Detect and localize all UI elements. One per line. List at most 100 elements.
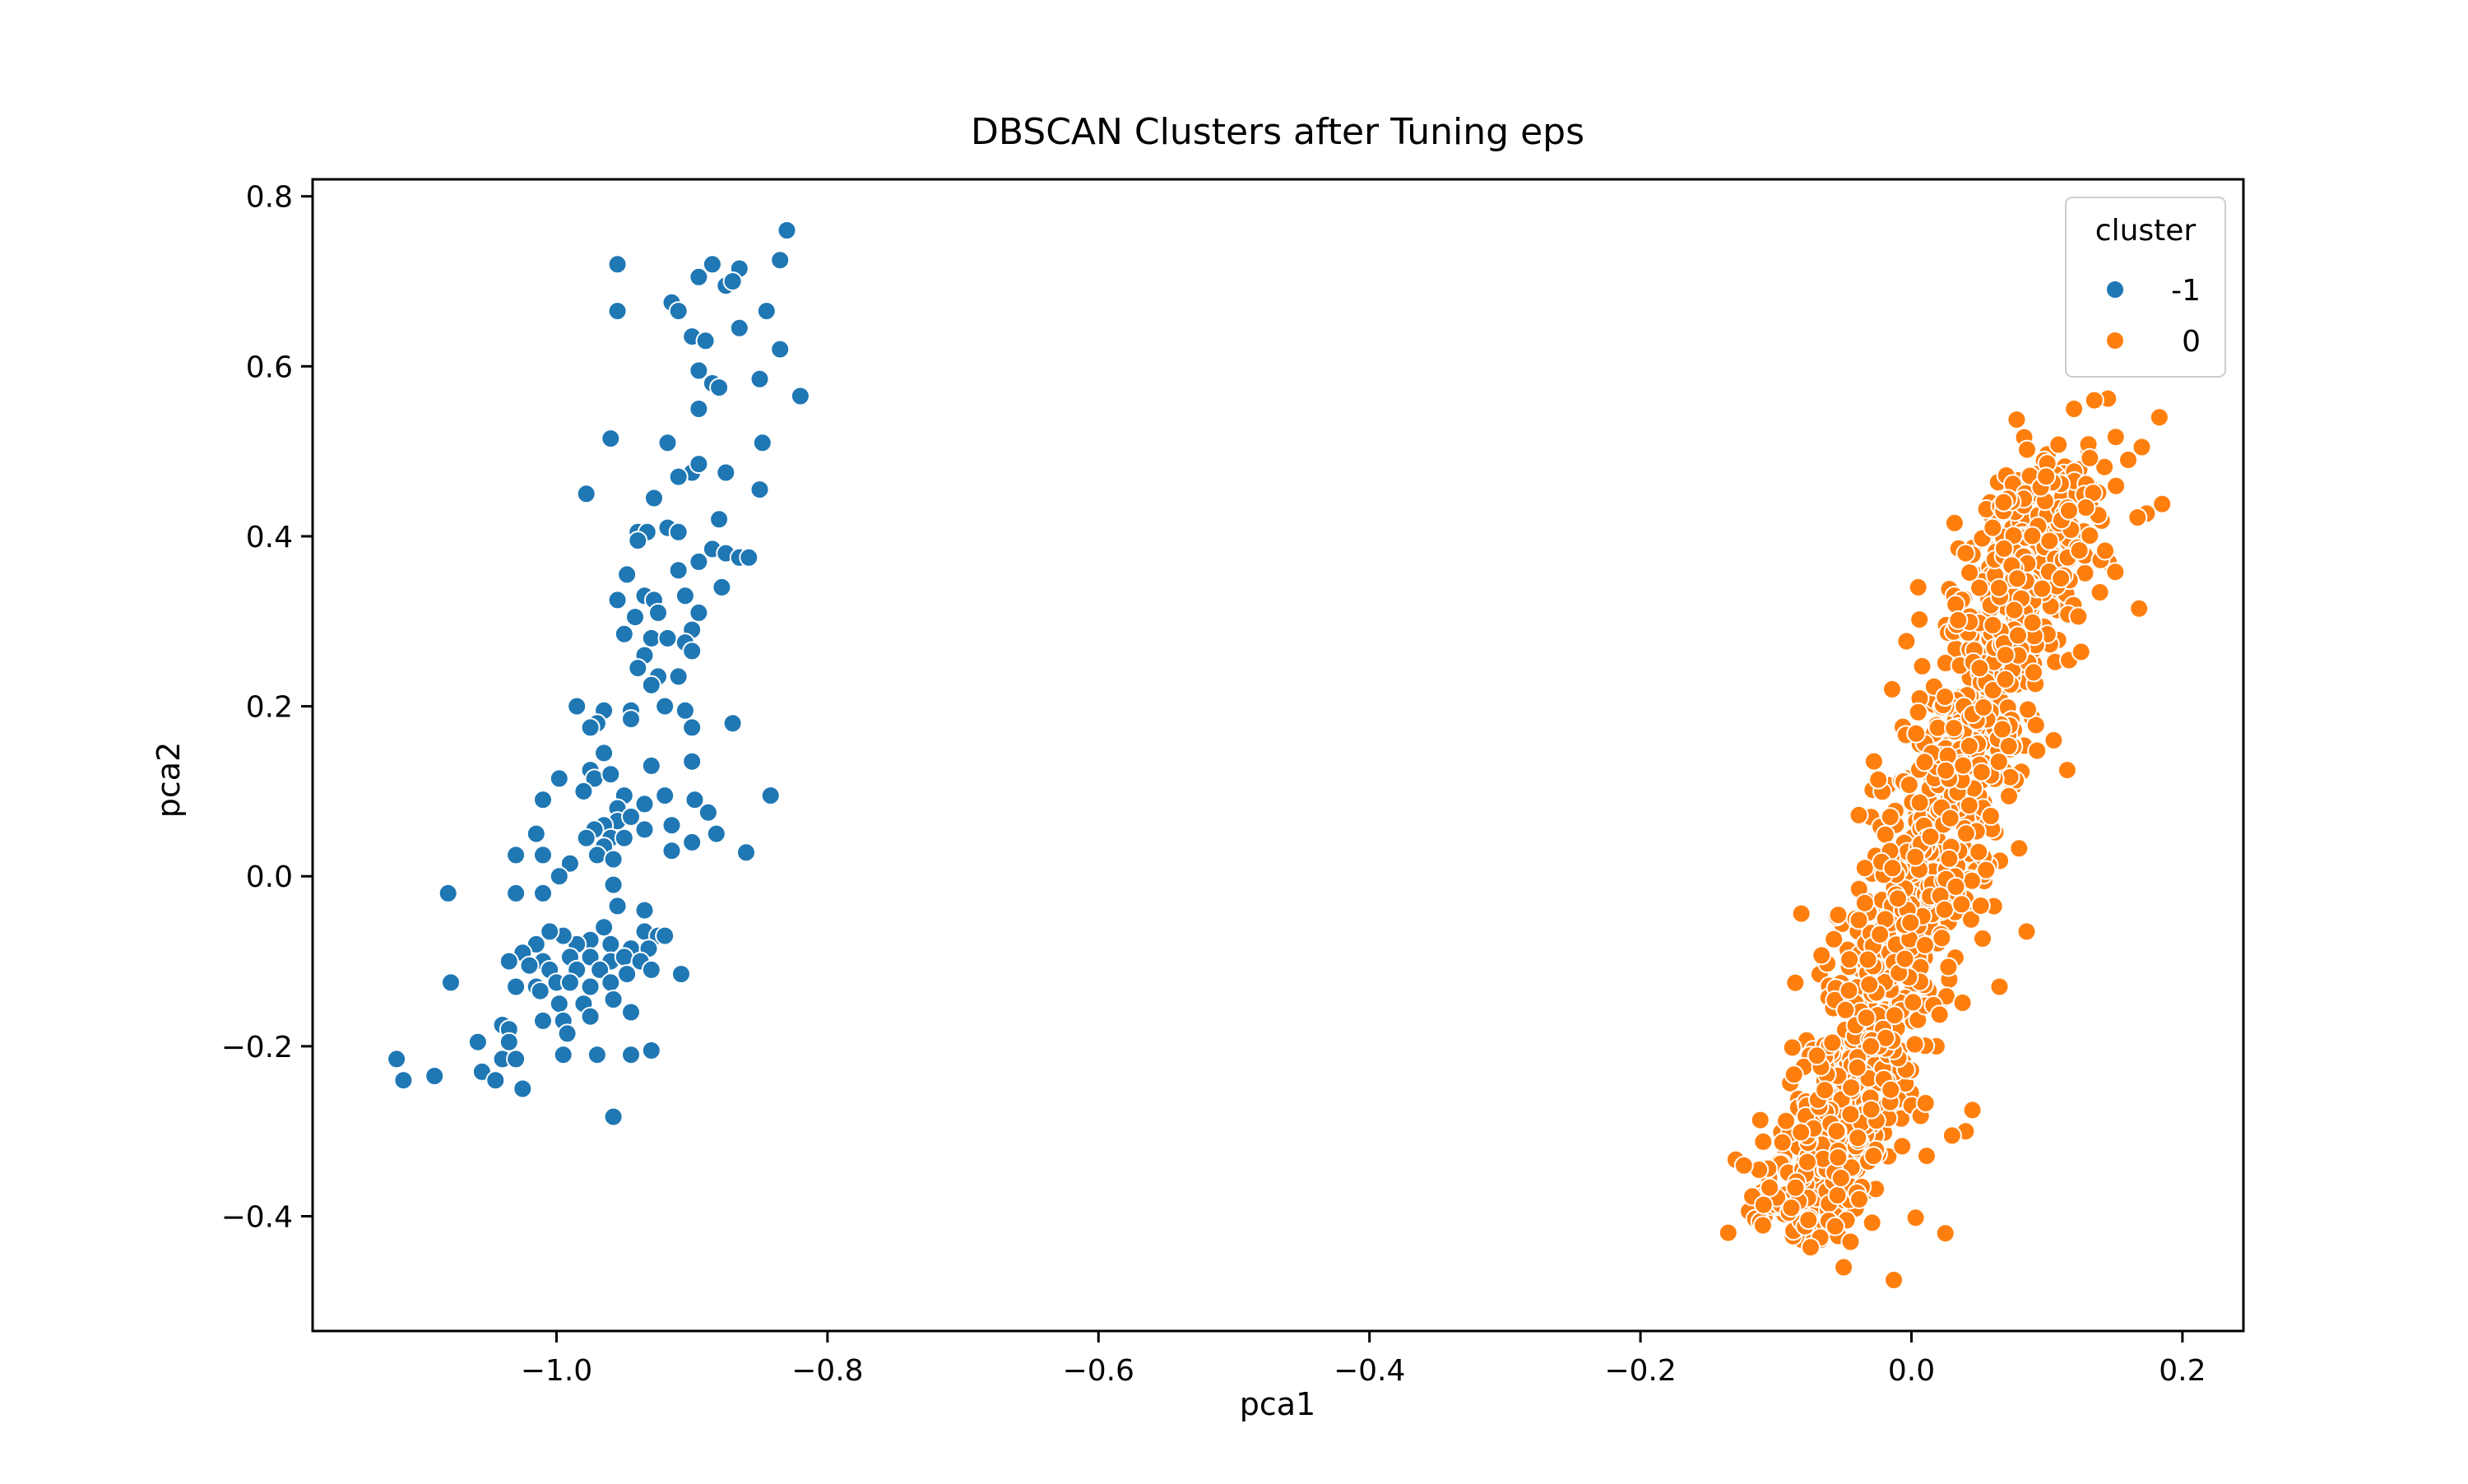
data-point <box>2080 526 2100 546</box>
data-point <box>1935 1223 1955 1244</box>
data-point <box>1999 786 2019 806</box>
data-point <box>668 666 689 687</box>
data-point <box>2022 612 2043 633</box>
data-point <box>1908 702 1928 722</box>
data-point <box>1784 1064 1804 1085</box>
data-point <box>695 331 716 351</box>
data-point <box>2118 450 2138 470</box>
data-point <box>1962 1100 1983 1120</box>
data-point <box>2007 568 2028 589</box>
data-point <box>1863 1146 1884 1166</box>
data-point <box>580 1006 601 1027</box>
data-point <box>749 369 770 389</box>
data-point <box>1839 949 1860 970</box>
data-point <box>1961 909 1981 930</box>
data-point <box>628 531 648 551</box>
data-point <box>1785 972 1806 993</box>
data-point <box>641 1041 661 1060</box>
data-point <box>749 480 770 500</box>
data-point <box>1834 1257 1854 1278</box>
data-point <box>1822 1032 1843 1053</box>
data-point <box>1753 1194 1774 1215</box>
data-point <box>641 959 661 980</box>
data-point <box>1998 736 2019 756</box>
data-point <box>1785 1177 1806 1198</box>
data-point <box>736 842 756 863</box>
data-point <box>2080 448 2100 468</box>
data-point <box>1840 1104 1861 1125</box>
data-point <box>580 976 601 997</box>
data-point <box>712 577 732 597</box>
data-point <box>1848 1128 1868 1148</box>
data-point <box>1995 645 2016 665</box>
data-point <box>1915 934 1935 955</box>
data-point <box>1905 846 1926 867</box>
data-point <box>1854 858 1875 879</box>
data-point <box>668 466 689 487</box>
data-point <box>387 1049 407 1069</box>
data-point <box>533 883 553 903</box>
data-point <box>657 433 678 453</box>
data-point <box>549 866 569 887</box>
data-point <box>594 743 615 763</box>
data-point <box>1798 1210 1819 1231</box>
data-point <box>1847 1057 1867 1078</box>
data-point <box>1733 1155 1754 1176</box>
data-point <box>603 1106 624 1127</box>
data-point <box>614 624 634 644</box>
data-point <box>689 360 709 381</box>
data-point <box>393 1070 414 1091</box>
data-point <box>1969 577 1990 598</box>
data-point <box>567 696 587 716</box>
data-point <box>603 990 624 1009</box>
data-point <box>533 845 553 865</box>
data-point <box>628 658 648 679</box>
data-point <box>2069 540 2090 561</box>
data-point <box>655 786 675 806</box>
data-point <box>1881 1079 1901 1100</box>
data-point <box>1932 928 1952 948</box>
data-point <box>1835 999 1856 1020</box>
data-point <box>2090 582 2110 602</box>
data-point <box>2068 606 2089 627</box>
data-point <box>1895 948 1915 969</box>
data-point <box>2127 508 2148 527</box>
data-point <box>689 551 709 572</box>
data-point <box>1909 792 1930 813</box>
data-point <box>587 1045 607 1065</box>
data-point <box>1882 858 1903 879</box>
data-point <box>621 806 641 827</box>
data-point <box>1812 945 1832 966</box>
data-point <box>1861 1036 1881 1056</box>
data-point <box>648 602 668 623</box>
data-point <box>689 454 709 475</box>
legend-title: cluster <box>2095 214 2197 248</box>
data-point <box>519 955 540 976</box>
y-tick-label: 0.2 <box>246 691 293 725</box>
data-point <box>655 925 675 946</box>
data-point <box>1940 808 1960 828</box>
data-point <box>621 1002 641 1023</box>
data-point <box>2024 662 2044 683</box>
data-point <box>1946 876 1966 897</box>
data-point <box>2016 921 2037 942</box>
data-point <box>668 301 689 322</box>
data-point <box>2022 526 2043 546</box>
data-point <box>587 845 607 865</box>
data-point <box>770 250 791 271</box>
data-point <box>1876 1027 1896 1048</box>
data-point <box>1983 614 2003 635</box>
data-point <box>1904 1034 1925 1055</box>
data-point <box>1953 755 1974 776</box>
data-point <box>506 976 527 997</box>
data-point <box>1826 1121 1847 1142</box>
data-point <box>1983 517 2003 538</box>
x-tick-label: 0.0 <box>1888 1354 1935 1388</box>
data-point <box>2051 568 2071 589</box>
scatter-points <box>387 220 2173 1290</box>
data-point <box>467 1032 488 1052</box>
data-point <box>1973 929 1992 948</box>
data-point <box>756 301 777 322</box>
chart-title: DBSCAN Clusters after Tuning eps <box>971 111 1584 153</box>
data-point <box>1899 775 1919 795</box>
